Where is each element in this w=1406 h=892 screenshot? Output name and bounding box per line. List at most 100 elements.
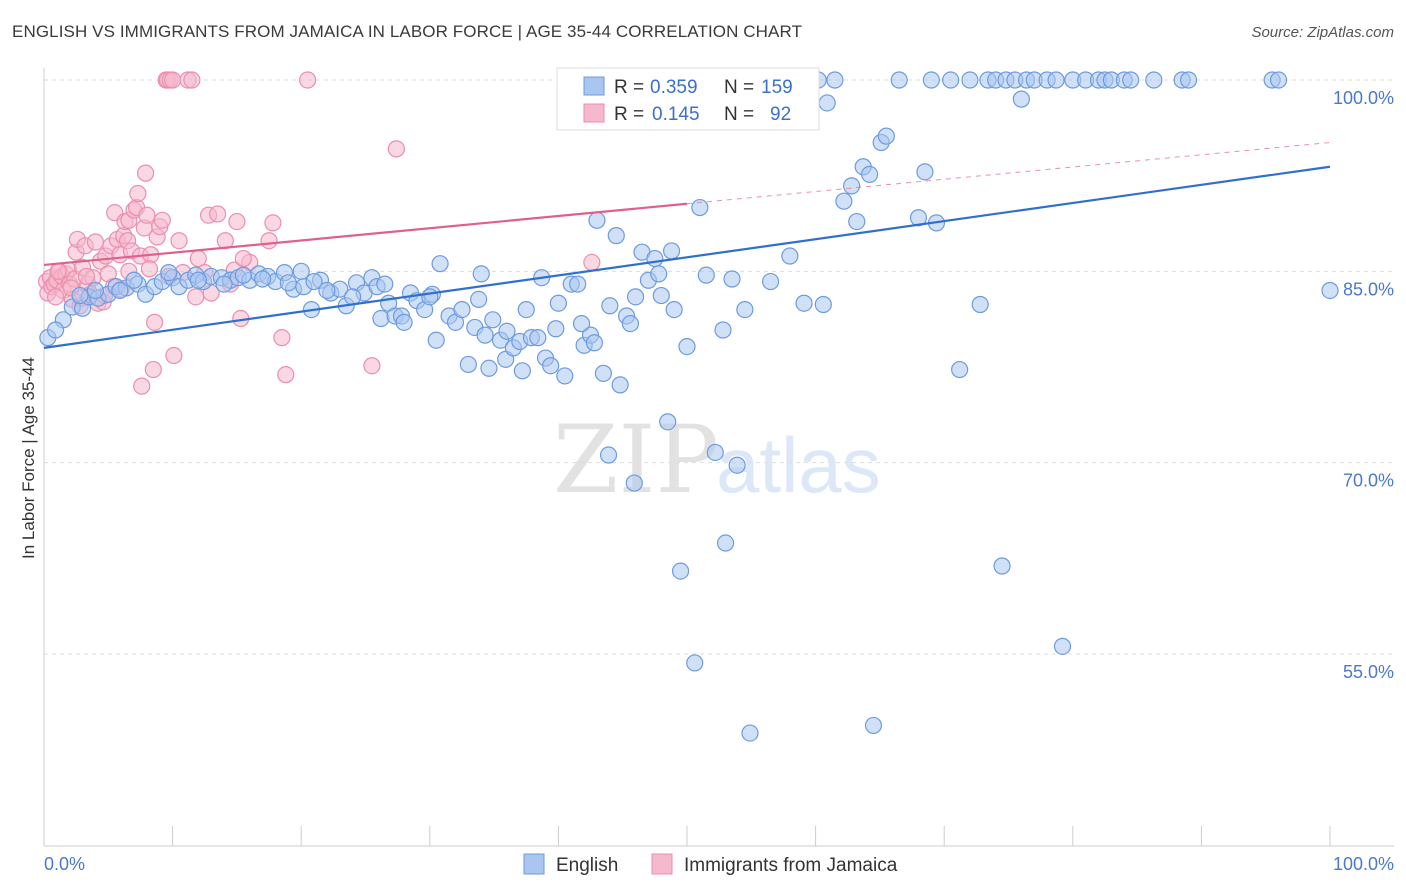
data-point	[662, 242, 681, 260]
y-tick-label: 55.0%	[1343, 662, 1394, 682]
data-point	[49, 262, 67, 280]
data-point	[292, 262, 310, 280]
data-point	[299, 71, 317, 89]
data-point	[144, 360, 162, 379]
data-point	[170, 232, 188, 250]
data-point	[650, 265, 668, 283]
data-point	[431, 255, 449, 273]
data-point	[372, 309, 390, 328]
data-point	[864, 716, 883, 735]
data-point	[529, 329, 547, 347]
data-point	[476, 326, 494, 344]
data-point	[189, 271, 207, 289]
data-point	[665, 301, 683, 319]
data-point	[1321, 281, 1339, 300]
data-point	[795, 294, 813, 312]
data-point	[363, 357, 381, 375]
data-point	[706, 443, 724, 462]
legend-jamaica-swatch	[651, 853, 673, 875]
data-point	[453, 301, 471, 319]
stats-jamaica-r-value: 0.145	[652, 104, 700, 125]
data-point	[136, 164, 155, 182]
data-point	[601, 297, 619, 315]
data-point	[71, 286, 89, 305]
data-point	[916, 163, 934, 181]
data-point	[818, 94, 836, 112]
stats-box: R = 0.359 N = 159 R = 0.145 N = 92	[556, 67, 820, 131]
data-point	[234, 249, 252, 268]
data-point	[716, 534, 735, 552]
data-point	[542, 357, 560, 375]
data-point	[659, 413, 677, 431]
data-point	[961, 71, 979, 89]
data-point	[1269, 71, 1288, 89]
data-point	[140, 260, 159, 278]
data-point	[741, 724, 759, 742]
watermark-zip: ZIP	[553, 406, 719, 515]
data-point	[183, 71, 201, 89]
data-point	[318, 281, 336, 300]
data-point	[480, 359, 498, 377]
legend-english-swatch	[523, 853, 545, 875]
source-label: Source: ZipAtlas.com	[1251, 24, 1394, 41]
data-point	[572, 315, 591, 333]
data-point	[671, 562, 690, 580]
jamaica-trend-line	[43, 202, 688, 267]
data-point	[1122, 71, 1140, 89]
data-point	[264, 214, 282, 232]
data-point	[626, 288, 645, 306]
data-point	[1047, 71, 1065, 89]
data-point	[387, 140, 405, 158]
data-point	[125, 271, 143, 289]
legend-jamaica-label: Immigrants from Jamaica	[684, 855, 898, 876]
data-point	[165, 346, 183, 365]
data-point	[277, 366, 295, 384]
data-point	[621, 315, 640, 333]
data-point	[594, 364, 613, 382]
data-point	[971, 295, 989, 314]
y-tick-label: 70.0%	[1343, 471, 1394, 491]
data-point	[215, 275, 233, 293]
data-point	[843, 177, 861, 195]
data-point	[427, 331, 445, 349]
data-point	[678, 337, 696, 356]
y-tick-label: 85.0%	[1343, 279, 1394, 299]
data-point	[781, 247, 799, 265]
data-point	[111, 281, 129, 300]
data-point	[922, 71, 940, 89]
x-tick-label-max: 100.0%	[1333, 854, 1394, 874]
data-point	[652, 286, 670, 305]
stats-english-r-label: R =	[614, 77, 644, 98]
data-point	[395, 313, 413, 331]
data-point	[133, 377, 151, 395]
data-point	[835, 192, 853, 210]
y-tick-label: 100.0%	[1333, 88, 1394, 108]
data-point	[472, 265, 490, 283]
data-point	[279, 274, 297, 292]
data-point	[691, 198, 709, 217]
data-point	[254, 270, 272, 288]
data-point	[942, 71, 960, 89]
stats-jamaica-r-label: R =	[614, 104, 644, 125]
data-point	[697, 266, 715, 284]
data-point	[625, 474, 643, 492]
trend-lines	[43, 142, 1331, 349]
chart-title: ENGLISH VS IMMIGRANTS FROM JAMAICA IN LA…	[12, 22, 803, 41]
data-point	[129, 184, 147, 203]
data-point	[228, 212, 246, 231]
data-point	[1053, 637, 1072, 655]
data-point	[861, 165, 879, 183]
data-point	[611, 376, 629, 394]
data-point	[549, 294, 568, 312]
legend-english-label: English	[556, 855, 618, 876]
data-point	[376, 275, 394, 293]
data-point	[86, 233, 105, 251]
data-point	[877, 127, 895, 145]
data-point	[164, 71, 182, 89]
english-trend-line	[43, 165, 1331, 349]
data-point	[421, 288, 439, 306]
data-point	[273, 329, 291, 347]
axes	[43, 68, 1394, 847]
data-point	[848, 212, 866, 231]
